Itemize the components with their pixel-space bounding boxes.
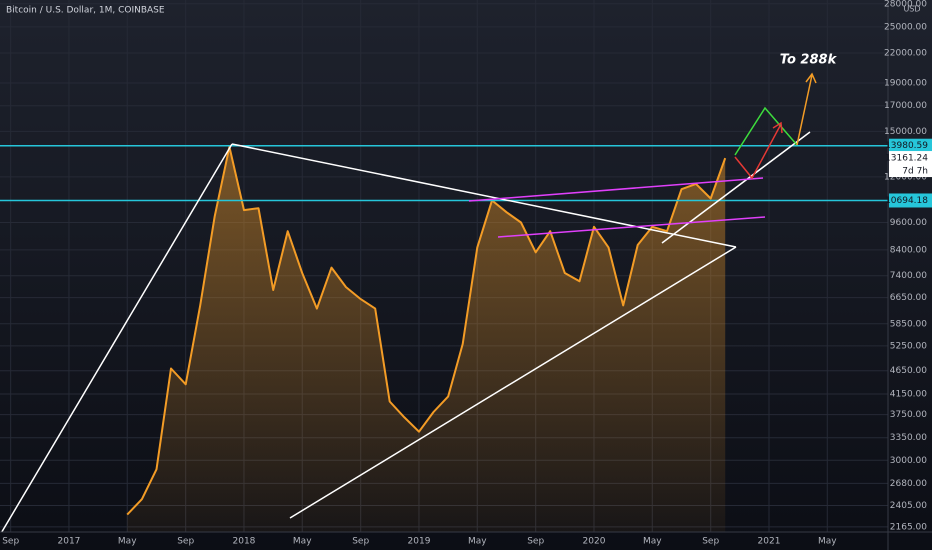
annotation: To 288k [780,53,838,68]
y-tick-label: 19000.00 [884,79,927,89]
x-tick-label: May [643,537,662,547]
y-tick-label: 22000.00 [884,49,927,59]
trend-line [0,143,233,532]
x-tick-label: Sep [352,537,369,547]
y-tick-label: 2680.00 [890,479,927,489]
y-tick-label: 12000.00 [884,172,927,182]
x-tick-label: Sep [702,537,719,547]
y-tick-label: 4150.00 [890,389,927,399]
trend-line [661,131,811,244]
y-tick-label: 6650.00 [890,293,927,303]
y-tick-label: 3350.00 [890,433,927,443]
drawings [0,72,817,532]
projection [734,125,781,180]
y-tick-label: 17000.00 [884,101,927,111]
projection [734,106,798,156]
y-tick-label: 8400.00 [890,245,927,255]
y-tick-label: 2165.00 [890,522,927,532]
y-tick-label: 2405.00 [890,501,927,511]
x-tick-label: Sep [177,537,194,547]
x-tick-label: May [118,537,137,547]
price-tag [889,193,932,208]
trend-line [231,143,737,248]
x-tick-label: May [468,537,487,547]
trend-line [289,246,737,519]
channel-line [468,177,764,202]
last-price-tag [889,151,932,178]
price-tag-label: 13980.59 [885,141,928,151]
arrow-head [772,121,783,134]
series [0,144,888,532]
x-tick-label: 2018 [233,537,256,547]
x-tick-label: 2017 [58,537,81,547]
area-fill [127,146,726,532]
y-tick-label: 15000.00 [884,127,927,137]
axis-unit: USD [903,5,920,14]
price-tag-label: 10694.18 [885,196,928,206]
y-tick-label: 5250.00 [890,341,927,351]
x-tick-label: May [818,537,837,547]
y-tick-label: 5850.00 [890,319,927,329]
y-tick-label: 3750.00 [890,410,927,420]
y-tick-label: 28000.00 [884,0,927,9]
channel-line [497,216,766,238]
x-tick-label: 2021 [758,537,781,547]
price-line [126,145,727,516]
arrow-head [805,72,817,84]
y-tick-label: 7400.00 [890,271,927,281]
last-price-label: 13161.24 [885,154,928,164]
chart-title: Bitcoin / U.S. Dollar, 1M, COINBASE [6,6,165,16]
y-tick-label: 25000.00 [884,22,927,32]
x-tick-label: Sep [527,537,544,547]
y-tick-label: 3000.00 [890,456,927,466]
y-tick-label: 9600.00 [890,218,927,228]
countdown: 7d 7h [902,167,928,177]
x-tick-label: 2019 [408,537,431,547]
price-tag [889,138,932,153]
x-tick-label: 2020 [583,537,606,547]
projection [796,74,813,146]
x-tick-label: May [293,537,312,547]
y-tick-label: 4650.00 [890,366,927,376]
x-tick-label: Sep [2,537,19,547]
